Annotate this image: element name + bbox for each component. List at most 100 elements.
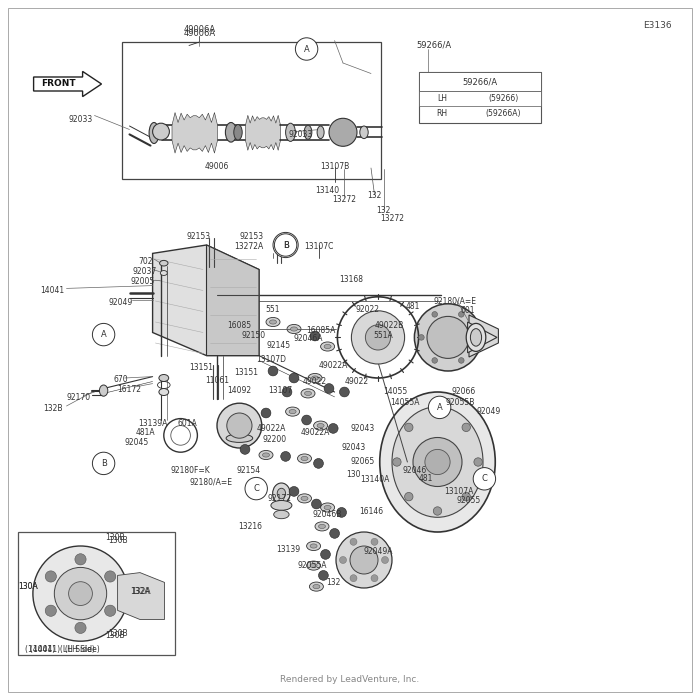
Text: 130: 130 — [346, 470, 360, 479]
Text: 13168: 13168 — [340, 276, 363, 284]
Text: 13140A: 13140A — [360, 475, 389, 484]
Text: LH: LH — [437, 94, 447, 104]
Ellipse shape — [262, 453, 270, 457]
Circle shape — [69, 582, 92, 606]
Text: 92022: 92022 — [356, 305, 379, 314]
Text: 92043: 92043 — [342, 444, 365, 452]
Text: 14041: 14041 — [41, 286, 64, 295]
Text: 601: 601 — [461, 307, 475, 315]
Ellipse shape — [301, 389, 315, 398]
Circle shape — [419, 335, 424, 340]
Bar — [419, 91, 541, 106]
Ellipse shape — [310, 544, 317, 548]
Ellipse shape — [286, 407, 300, 416]
Circle shape — [75, 554, 86, 565]
Text: 92170: 92170 — [66, 393, 90, 402]
Circle shape — [337, 508, 346, 517]
Ellipse shape — [259, 451, 273, 460]
Ellipse shape — [290, 327, 298, 331]
Circle shape — [321, 550, 330, 559]
Ellipse shape — [312, 376, 318, 380]
Text: 132: 132 — [377, 206, 391, 214]
Circle shape — [289, 373, 299, 383]
Ellipse shape — [324, 344, 331, 349]
Text: 49022A: 49022A — [318, 361, 348, 370]
Text: 49022A: 49022A — [300, 428, 330, 437]
Ellipse shape — [159, 389, 169, 396]
Circle shape — [340, 387, 349, 397]
Text: 13272: 13272 — [380, 214, 404, 223]
Circle shape — [474, 458, 482, 466]
Text: 92055A: 92055A — [298, 561, 327, 570]
Text: 92005: 92005 — [131, 277, 155, 286]
Text: 92180/A=E: 92180/A=E — [190, 477, 233, 486]
Text: 49022A: 49022A — [257, 424, 286, 433]
Circle shape — [274, 234, 297, 256]
Text: B: B — [283, 241, 288, 249]
Polygon shape — [206, 245, 259, 356]
Text: 13272A: 13272A — [234, 242, 263, 251]
Ellipse shape — [273, 483, 290, 504]
Polygon shape — [118, 573, 164, 620]
Circle shape — [425, 449, 450, 475]
Text: 13107B: 13107B — [320, 162, 349, 171]
Circle shape — [55, 568, 106, 620]
Text: 16085A: 16085A — [306, 326, 335, 335]
Polygon shape — [153, 245, 259, 356]
Circle shape — [371, 538, 378, 545]
Circle shape — [312, 499, 321, 509]
Circle shape — [458, 312, 464, 317]
Text: 92055B: 92055B — [446, 398, 475, 407]
Text: 92033: 92033 — [289, 130, 313, 139]
Text: 14055A: 14055A — [390, 398, 419, 407]
Polygon shape — [34, 71, 102, 97]
Circle shape — [428, 396, 451, 419]
Text: B: B — [283, 241, 288, 249]
Text: 13107D: 13107D — [257, 355, 286, 363]
Ellipse shape — [270, 320, 276, 324]
Text: 16146: 16146 — [359, 507, 383, 515]
Circle shape — [314, 458, 323, 468]
Text: 13139: 13139 — [276, 545, 300, 554]
Ellipse shape — [308, 374, 322, 382]
Text: 49006A: 49006A — [183, 25, 216, 34]
Text: (59266): (59266) — [488, 94, 518, 104]
Circle shape — [433, 507, 442, 515]
Circle shape — [75, 622, 86, 634]
Text: A: A — [304, 45, 309, 53]
Text: 11061: 11061 — [205, 377, 229, 385]
Text: 130A: 130A — [18, 582, 38, 591]
Text: 702: 702 — [139, 258, 153, 266]
Text: 601A: 601A — [178, 419, 197, 428]
Circle shape — [330, 528, 340, 538]
Text: 13107A: 13107A — [444, 487, 473, 496]
Text: 13139A: 13139A — [138, 419, 167, 428]
Ellipse shape — [304, 125, 312, 139]
Text: 92055: 92055 — [457, 496, 481, 505]
Ellipse shape — [226, 434, 253, 442]
Ellipse shape — [304, 391, 312, 395]
Text: 92180/A=E: 92180/A=E — [433, 297, 477, 305]
Ellipse shape — [289, 410, 296, 414]
Circle shape — [350, 575, 357, 582]
Text: 49022: 49022 — [303, 377, 327, 386]
Text: 13151: 13151 — [190, 363, 214, 372]
Circle shape — [33, 546, 128, 641]
Circle shape — [92, 452, 115, 475]
Circle shape — [432, 312, 438, 317]
Text: 13272: 13272 — [332, 195, 356, 204]
Circle shape — [427, 316, 469, 358]
Ellipse shape — [309, 582, 323, 591]
Text: 92153: 92153 — [186, 232, 210, 241]
Ellipse shape — [313, 584, 320, 589]
Text: 14055: 14055 — [384, 388, 407, 396]
Ellipse shape — [321, 503, 335, 512]
Text: A: A — [437, 403, 442, 412]
Ellipse shape — [271, 500, 292, 510]
Text: 132: 132 — [368, 192, 382, 200]
Text: 49022: 49022 — [345, 377, 369, 386]
Text: 551: 551 — [266, 305, 280, 314]
Circle shape — [336, 532, 392, 588]
Text: 13140: 13140 — [316, 186, 340, 195]
Text: 551A: 551A — [374, 332, 393, 340]
